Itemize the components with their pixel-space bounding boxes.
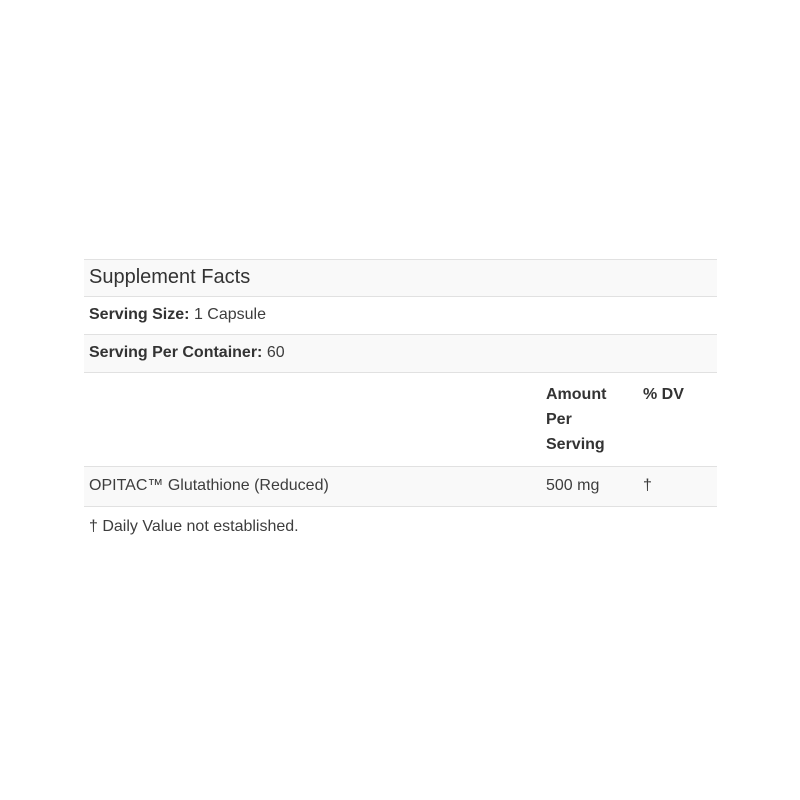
servings-per-container-row: Serving Per Container: 60 (84, 334, 717, 373)
serving-size-row: Serving Size: 1 Capsule (84, 297, 717, 335)
ingredient-amount: 500 mg (546, 477, 600, 494)
servings-per-container-label: Serving Per Container: (89, 344, 263, 361)
supplement-facts-title: Supplement Facts (89, 266, 251, 288)
amount-column-header: Amount Per Serving (541, 373, 638, 467)
daily-value-footnote: † Daily Value not established. (89, 518, 299, 535)
ingredient-column-header (84, 373, 541, 467)
servings-per-container-cell: Serving Per Container: 60 (84, 335, 717, 373)
footnote-row: † Daily Value not established. (84, 507, 717, 548)
serving-size-value: 1 Capsule (193, 306, 266, 323)
ingredient-name: OPITAC™ Glutathione (Reduced) (89, 477, 329, 494)
title-row: Supplement Facts (84, 259, 717, 297)
ingredient-dv: † (643, 477, 652, 494)
serving-size-cell: Serving Size: 1 Capsule (84, 297, 717, 335)
servings-per-container-value: 60 (266, 344, 285, 361)
dv-column-header: % DV (643, 386, 684, 403)
supplement-facts-panel: Supplement Facts Serving Size: 1 Capsule… (84, 259, 717, 547)
serving-size-label: Serving Size: (89, 306, 190, 323)
amount-per-serving-label: Amount Per Serving (546, 386, 607, 453)
ingredient-row: OPITAC™ Glutathione (Reduced) 500 mg † (84, 466, 717, 507)
supplement-facts-table: Supplement Facts Serving Size: 1 Capsule… (84, 259, 717, 547)
column-header-row: Amount Per Serving % DV (84, 373, 717, 467)
